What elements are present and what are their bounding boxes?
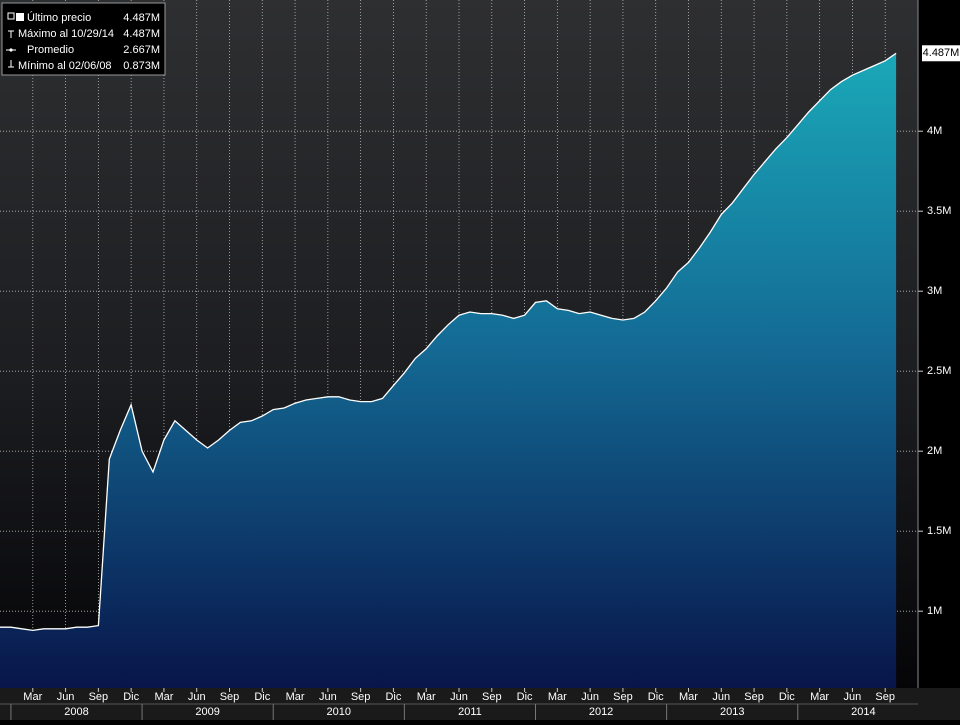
x-tick-label: Jun — [188, 691, 206, 703]
year-label: 2011 — [458, 706, 482, 718]
legend-value: 2.667M — [123, 44, 160, 56]
x-tick-label: Mar — [286, 691, 305, 703]
x-tick-label: Mar — [679, 691, 698, 703]
y-tick-label: 3M — [927, 285, 942, 297]
x-tick-label: Mar — [810, 691, 829, 703]
legend: Último precio 4.487M Máximo al 10/29/14 … — [1, 2, 166, 76]
x-tick-label: Dic — [123, 691, 139, 703]
x-tick-label: Dic — [385, 691, 401, 703]
x-tick-label: Mar — [154, 691, 173, 703]
y-tick-label: 2M — [927, 445, 942, 457]
legend-value: 4.487M — [123, 28, 160, 40]
area — [0, 53, 897, 689]
year-label: 2008 — [64, 706, 88, 718]
x-tick-label: Sep — [613, 691, 633, 703]
line — [0, 52, 897, 632]
y-tick-label: 3.5M — [927, 205, 951, 217]
x-tick-label: Jun — [57, 691, 75, 703]
legend-label: Promedio — [27, 44, 74, 56]
y-tick-label: 1.5M — [927, 525, 951, 537]
legend-icon — [8, 30, 14, 38]
axis-background — [918, 0, 960, 688]
x-tick-label: Sep — [351, 691, 371, 703]
x-tick-label: Sep — [744, 691, 764, 703]
legend-label: Último precio — [27, 11, 91, 24]
year-label: 2014 — [851, 706, 875, 718]
x-tick-label: Mar — [23, 691, 42, 703]
year-label: 2013 — [720, 706, 744, 718]
x-tick-label: Mar — [548, 691, 567, 703]
x-tick-label: Sep — [482, 691, 502, 703]
x-tick-label: Dic — [779, 691, 795, 703]
x-tick-label: Jun — [581, 691, 599, 703]
series — [0, 52, 897, 689]
year-label: 2010 — [327, 706, 351, 718]
y-tick-label: 2.5M — [927, 365, 951, 377]
x-tick-label: Sep — [220, 691, 240, 703]
y-tick-label: 4M — [927, 125, 942, 137]
x-tick-label: Sep — [89, 691, 109, 703]
y-tick-label: 1M — [927, 605, 942, 617]
legend-icon — [9, 48, 13, 52]
legend-icon — [8, 60, 14, 68]
axes: 1M 1.5M 2M 2.5M 3M 3.5M 4M Mar Jun Sep Dic Mar Jun Se… — [10, 45, 960, 720]
year-label: 2012 — [589, 706, 613, 718]
legend-icon — [16, 13, 24, 21]
legend-value: 4.487M — [123, 12, 160, 24]
legend-icon — [7, 12, 15, 20]
x-tick-label: Dic — [254, 691, 270, 703]
x-tick-label: Dic — [648, 691, 664, 703]
last-price-label: 4.487M — [923, 47, 960, 59]
legend-value: 0.873M — [123, 60, 160, 72]
x-tick-label: Sep — [875, 691, 895, 703]
year-label: 2009 — [195, 706, 219, 718]
last-price-box — [922, 45, 960, 62]
x-tick-label: Jun — [450, 691, 468, 703]
x-tick-label: Jun — [844, 691, 862, 703]
x-tick-label: Jun — [712, 691, 730, 703]
x-tick-label: Mar — [417, 691, 436, 703]
legend-label: Máximo al 10/29/14 — [18, 28, 114, 40]
x-tick-label: Jun — [319, 691, 337, 703]
legend-box — [1, 2, 166, 76]
x-tick-label: Dic — [517, 691, 533, 703]
legend-label: Mínimo al 02/06/08 — [18, 60, 112, 72]
